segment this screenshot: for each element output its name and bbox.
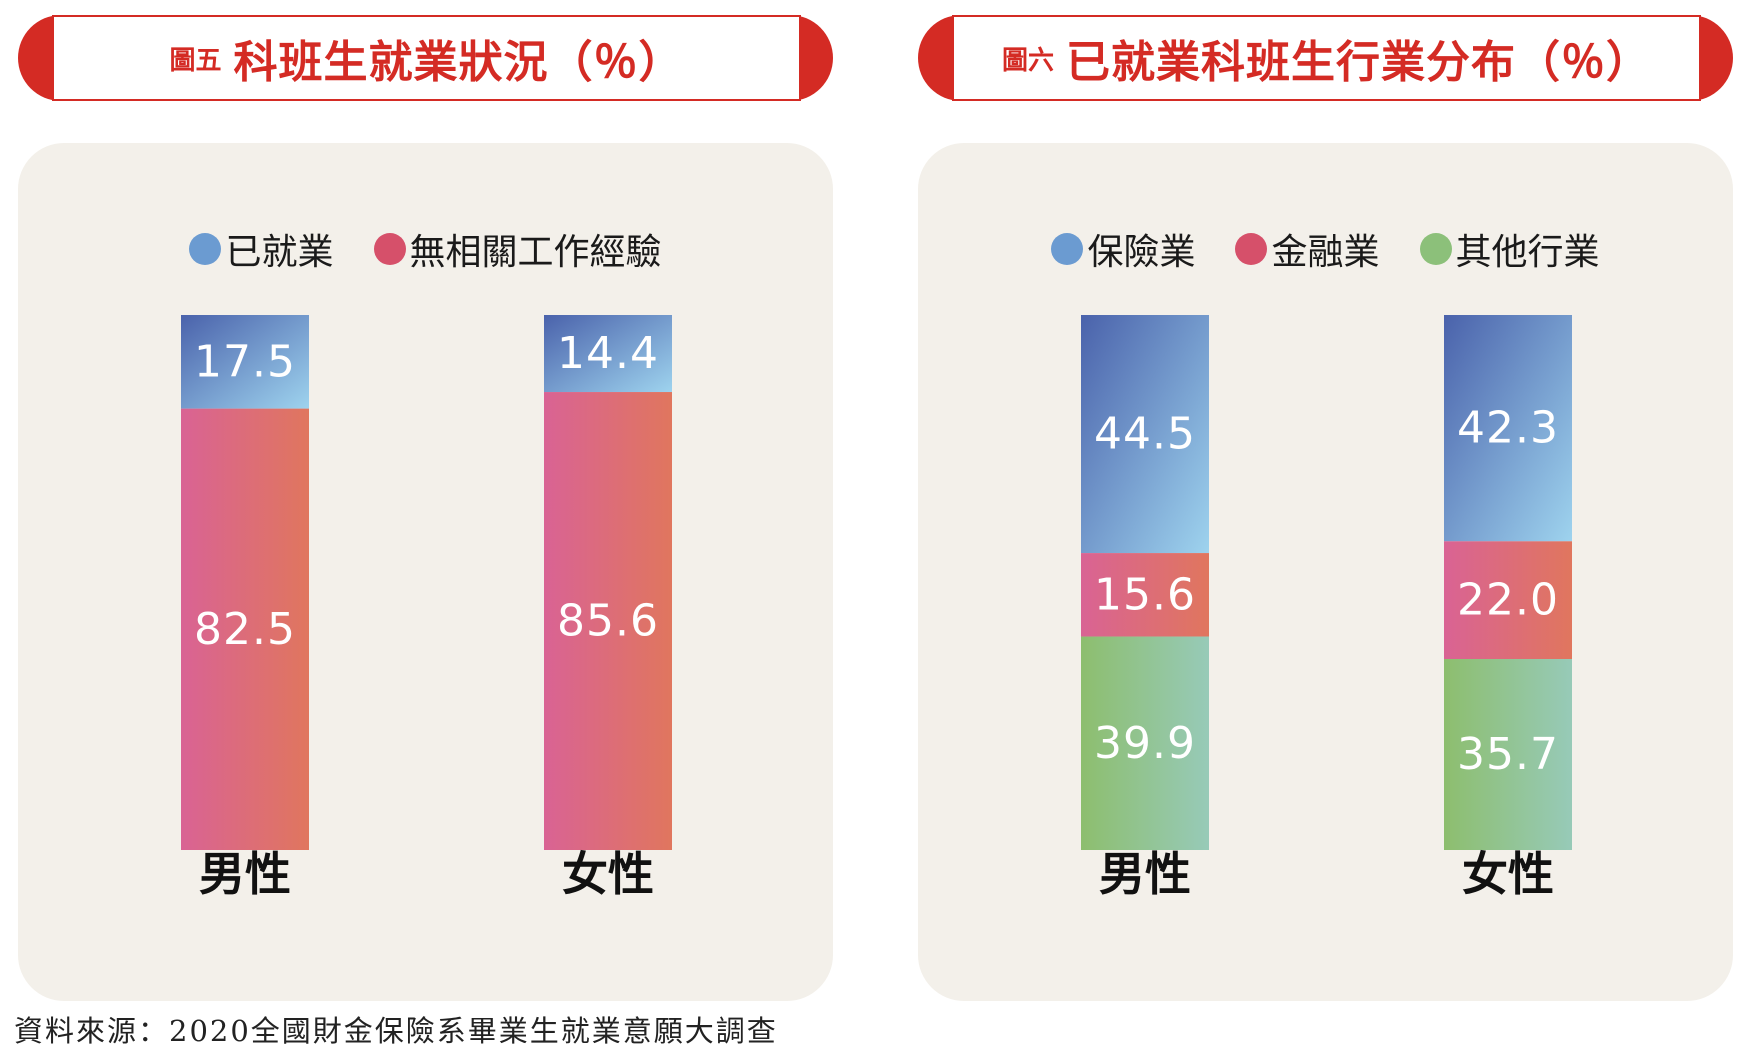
category-label: 女性 — [562, 847, 654, 901]
bar-value-label: 14.4 — [557, 328, 659, 379]
chart2-banner-box: 圖六 已就業科班生行業分布（％） — [952, 15, 1701, 101]
chart2-legend: 保險業 金融業 其他行業 — [918, 224, 1733, 274]
bar-value-label: 15.6 — [1094, 569, 1196, 620]
chart1-legend-label: 已就業 — [225, 232, 334, 273]
chart1-figure-number: 圖五 — [169, 45, 222, 76]
bar-segment — [1081, 636, 1209, 850]
legend-dot-icon — [373, 233, 406, 265]
category-label: 男性 — [199, 847, 291, 901]
bar-segment — [1444, 541, 1572, 660]
source-note: 資料來源：2020全國財金保險系畢業生就業意願大調查 — [14, 1014, 778, 1048]
bar-value-label: 22.0 — [1457, 575, 1559, 626]
bar-segment — [544, 392, 672, 850]
bar-value-label: 82.5 — [194, 604, 296, 655]
category-label: 男性 — [1099, 847, 1191, 901]
bar-segment — [1081, 315, 1209, 554]
chart1-banner: 圖五 科班生就業狀況（％） — [18, 15, 833, 101]
chart1-legend-item-employed: 已就業 — [189, 223, 334, 275]
bar-segment — [181, 315, 309, 409]
bar-segment — [181, 408, 309, 850]
chart1-title: 科班生就業狀況（％） — [233, 37, 684, 88]
chart2-legend-item-finance: 金融業 — [1235, 223, 1380, 275]
legend-dot-icon — [1051, 233, 1084, 265]
chart1-banner-box: 圖五 科班生就業狀況（％） — [52, 15, 801, 101]
bar-segment — [544, 315, 672, 393]
category-label: 女性 — [1462, 847, 1554, 901]
bar-segment — [1444, 315, 1572, 542]
bar-value-label: 39.9 — [1094, 718, 1196, 769]
chart1-legend-item-no-experience: 無相關工作經驗 — [373, 223, 662, 275]
bar-segment — [1444, 659, 1572, 850]
chart2-legend-item-insurance: 保險業 — [1051, 223, 1195, 275]
bar-value-label: 42.3 — [1457, 403, 1559, 454]
chart2-legend-label: 保險業 — [1087, 232, 1196, 273]
legend-dot-icon — [1419, 233, 1452, 265]
stacked-bar-charts: 17.5 82.5 男性 14.4 85.6 女性 44.5 15.6 39.9 男性 42.3 22… — [181, 315, 1572, 901]
chart2-figure-number: 圖六 — [1001, 45, 1054, 76]
chart2-banner: 圖六 已就業科班生行業分布（％） — [918, 15, 1733, 101]
bar-value-label: 17.5 — [194, 336, 296, 387]
chart2-legend-item-other: 其他行業 — [1419, 223, 1600, 275]
chart2-title: 已就業科班生行業分布（％） — [1066, 37, 1651, 88]
legend-dot-icon — [1235, 233, 1268, 265]
bar-value-label: 35.7 — [1457, 729, 1559, 780]
chart2-legend-label: 金融業 — [1271, 232, 1380, 273]
bar-value-label: 85.6 — [557, 596, 659, 647]
bar-segment — [1081, 553, 1209, 637]
chart1-legend: 已就業 無相關工作經驗 — [18, 224, 833, 274]
chart2-legend-label: 其他行業 — [1455, 232, 1600, 273]
chart1-panel — [18, 143, 833, 1001]
legend-dot-icon — [189, 233, 222, 265]
chart2-panel — [918, 143, 1733, 1001]
chart1-legend-label: 無相關工作經驗 — [409, 232, 662, 273]
bar-value-label: 44.5 — [1094, 409, 1196, 460]
